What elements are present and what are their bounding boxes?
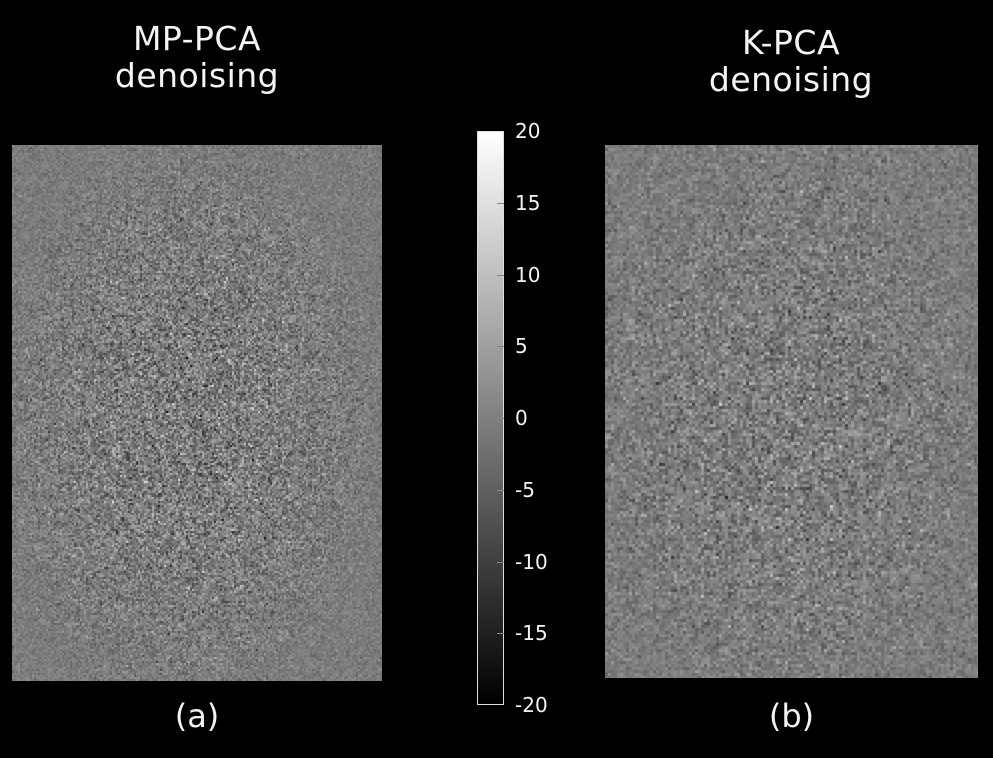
panel-a-title: MP-PCA denoising [12,20,382,94]
panel-b-title-line1: K-PCA [741,23,841,62]
panel-a-label: (a) [174,697,220,735]
colorbar-tick-mark [497,346,504,348]
colorbar-tick-label: -10 [515,549,548,574]
colorbar-tick-mark [497,489,504,491]
panel-b-residual-image [605,145,978,678]
panel-b-title: K-PCA denoising [605,24,977,98]
panel-a-title-line1: MP-PCA [132,19,262,58]
colorbar-tick-label: -5 [515,477,535,502]
panel-b-label: (b) [768,697,815,735]
colorbar-tick-label: -15 [515,621,548,646]
colorbar-tick-label: 10 [515,262,541,287]
colorbar-tick-label: -20 [515,693,548,717]
colorbar-tick-label: 15 [515,190,541,215]
panel-a-noise-canvas [12,145,382,681]
colorbar-tick-label: 0 [515,406,528,430]
colorbar-tick-label: 20 [515,119,541,143]
panel-b-noise-canvas [605,145,978,678]
colorbar-tick-mark [497,561,504,563]
panel-b-title-line2: denoising [708,60,874,99]
colorbar-tick-mark [497,633,504,635]
colorbar-tick-label: 5 [515,334,528,359]
colorbar-tick-mark [497,274,504,276]
panel-a-residual-image [12,145,382,681]
colorbar-tick-mark [497,418,504,419]
panel-a-title-line2: denoising [114,56,280,95]
colorbar-tick-mark [497,202,504,204]
